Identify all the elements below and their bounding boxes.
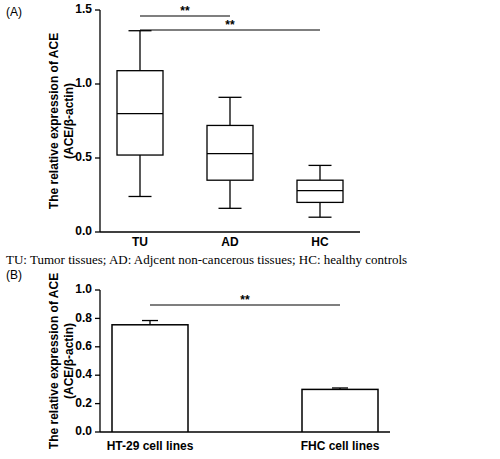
- panel-label: (A): [6, 5, 22, 19]
- y-tick-label: 0.5: [75, 150, 92, 164]
- y-axis-label: (ACE/β-actin): [62, 323, 76, 399]
- x-tick-label: AD: [221, 235, 239, 249]
- whisker-low-cap: [129, 196, 152, 197]
- whisker-low: [139, 155, 140, 196]
- y-tick: [95, 289, 100, 290]
- y-axis-label: The relative expression of ACE: [47, 273, 61, 449]
- error-cap: [332, 387, 348, 388]
- bar: [112, 325, 188, 432]
- y-tick-label: 1.0: [75, 282, 92, 296]
- whisker-high: [319, 165, 320, 180]
- y-tick-label: 0.2: [75, 396, 92, 410]
- y-axis-label: The relative expression of ACE: [47, 33, 61, 209]
- box: [207, 125, 253, 180]
- y-tick: [95, 83, 100, 84]
- figure: (A) 0.0 0.5 1.0 1.5 The relative expression o…: [0, 0, 500, 459]
- median: [117, 113, 163, 114]
- y-tick-label: 0.6: [75, 339, 92, 353]
- y-tick: [95, 346, 100, 347]
- whisker-low: [319, 202, 320, 217]
- bar: [302, 389, 378, 432]
- y-tick: [95, 318, 100, 319]
- significance-label: **: [240, 293, 250, 307]
- whisker-low: [229, 180, 230, 208]
- marks: [117, 31, 343, 217]
- significance-label: **: [225, 18, 235, 32]
- caption: TU: Tumor tissues; AD: Adjcent non-cance…: [6, 252, 407, 267]
- significance-label: **: [180, 4, 190, 18]
- y-tick-label: 1.0: [75, 76, 92, 90]
- median: [297, 190, 343, 191]
- x-tick-label: FHC cell lines: [301, 439, 380, 453]
- box: [117, 71, 163, 155]
- whisker-high-cap: [219, 97, 242, 98]
- whisker-low-cap: [219, 208, 242, 209]
- y-tick-label: 0.8: [75, 311, 92, 325]
- whisker-high: [229, 97, 230, 125]
- y-tick-label: 0.4: [75, 367, 92, 381]
- y-tick: [95, 403, 100, 404]
- y-axis-label: (ACE/β-actin): [62, 83, 76, 159]
- x-tick-label: HT-29 cell lines: [107, 439, 194, 453]
- median: [207, 153, 253, 154]
- y-axis: [99, 290, 100, 432]
- whisker-high-cap: [309, 165, 332, 166]
- box: [297, 180, 343, 202]
- y-tick-label: 0.0: [75, 224, 92, 238]
- error-cap: [142, 320, 158, 321]
- marks: [112, 321, 378, 432]
- whisker-low-cap: [309, 217, 332, 218]
- y-tick: [95, 431, 100, 432]
- y-axis: [99, 10, 100, 232]
- y-tick: [95, 9, 100, 10]
- panel-1: (B) 0.0 0.2 0.4 0.6 0.8 1.0 The relative expres…: [6, 268, 390, 453]
- y-tick: [95, 375, 100, 376]
- x-axis: [100, 231, 360, 232]
- x-tick-label: TU: [132, 235, 148, 249]
- x-tick-label: HC: [311, 235, 329, 249]
- whisker-high: [139, 31, 140, 71]
- y-tick-label: 0.0: [75, 424, 92, 438]
- y-tick: [95, 157, 100, 158]
- panel-label: (B): [6, 268, 22, 282]
- y-tick: [95, 231, 100, 232]
- y-tick-label: 1.5: [75, 2, 92, 16]
- panel-0: (A) 0.0 0.5 1.0 1.5 The relative expression o…: [6, 2, 407, 267]
